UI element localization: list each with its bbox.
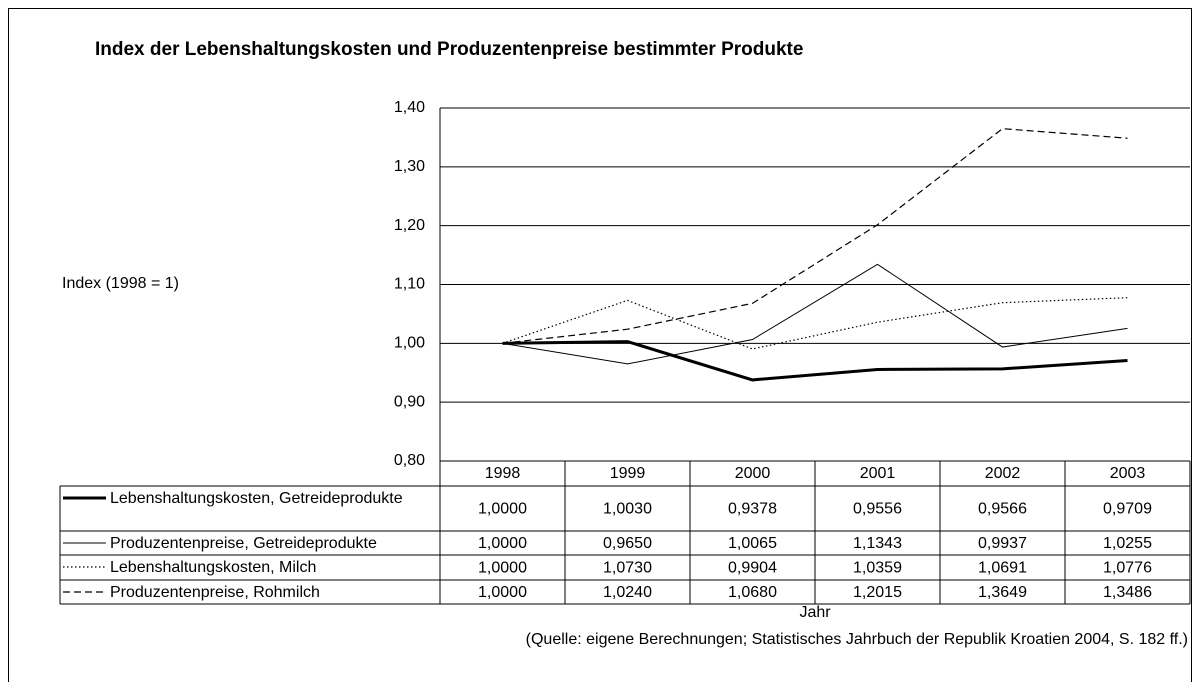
- x-tick-label: 2002: [985, 465, 1021, 482]
- data-label: 1,0359: [853, 560, 902, 577]
- data-label: 1,0030: [603, 501, 652, 518]
- y-tick-label: 0,80: [394, 452, 425, 469]
- data-label: 0,9650: [603, 535, 652, 552]
- legend-label: Lebenshaltungskosten, Getreideprodukte: [110, 490, 403, 507]
- x-tick-label: 2000: [735, 465, 771, 482]
- chart-title: Index der Lebenshaltungskosten und Produ…: [95, 39, 803, 60]
- x-axis-title: Jahr: [799, 604, 831, 621]
- x-tick-label: 2003: [1110, 465, 1146, 482]
- data-label: 1,0730: [603, 560, 652, 577]
- y-axis-title: Index (1998 = 1): [62, 275, 179, 292]
- data-label: 1,0000: [478, 501, 527, 518]
- x-tick-label: 1998: [485, 465, 521, 482]
- data-label: 0,9556: [853, 501, 902, 518]
- series-line: [502, 340, 1128, 382]
- y-tick-label: 1,20: [394, 217, 425, 234]
- data-label: 1,0691: [978, 560, 1027, 577]
- legend-label-box: Produzentenpreise, Rohmilch: [110, 584, 320, 601]
- y-tick-label: 1,40: [394, 99, 425, 116]
- data-label: 1,0240: [603, 584, 652, 601]
- legend-label-box: Produzentenpreise, Getreideprodukte: [110, 535, 377, 552]
- data-label: 1,3486: [1103, 584, 1152, 601]
- y-tick-label: 1,00: [394, 335, 425, 352]
- data-label: 1,1343: [853, 535, 902, 552]
- data-label: 0,9378: [728, 501, 777, 518]
- y-tick-label: 1,30: [394, 158, 425, 175]
- data-label: 0,9937: [978, 535, 1027, 552]
- legend-label: Produzentenpreise, Rohmilch: [110, 584, 320, 601]
- data-label: 0,9709: [1103, 501, 1152, 518]
- legend-label: Produzentenpreise, Getreideprodukte: [110, 535, 377, 552]
- data-label: 1,0680: [728, 584, 777, 601]
- series-line: [502, 297, 1128, 350]
- data-label: 1,0065: [728, 535, 777, 552]
- x-tick-label: 2001: [860, 465, 896, 482]
- chart-border: [8, 8, 1192, 682]
- data-label: 1,2015: [853, 584, 902, 601]
- data-label: 0,9904: [728, 560, 777, 577]
- series-line: [502, 128, 1128, 344]
- data-label: 1,0000: [478, 560, 527, 577]
- y-tick-label: 1,10: [394, 276, 425, 293]
- data-label: 0,9566: [978, 501, 1027, 518]
- x-tick-label: 1999: [610, 465, 646, 482]
- y-tick-label: 0,90: [394, 393, 425, 410]
- series-line: [502, 263, 1128, 365]
- data-label: 1,0776: [1103, 560, 1152, 577]
- data-label: 1,0000: [478, 584, 527, 601]
- legend-label: Lebenshaltungskosten, Milch: [110, 559, 317, 576]
- data-label: 1,3649: [978, 584, 1027, 601]
- legend-label-box: Lebenshaltungskosten, Getreideprodukte: [110, 490, 403, 507]
- data-label: 1,0000: [478, 535, 527, 552]
- data-label: 1,0255: [1103, 535, 1152, 552]
- legend-label-box: Lebenshaltungskosten, Milch: [110, 559, 317, 576]
- source-note: (Quelle: eigene Berechnungen; Statistisc…: [526, 631, 1188, 648]
